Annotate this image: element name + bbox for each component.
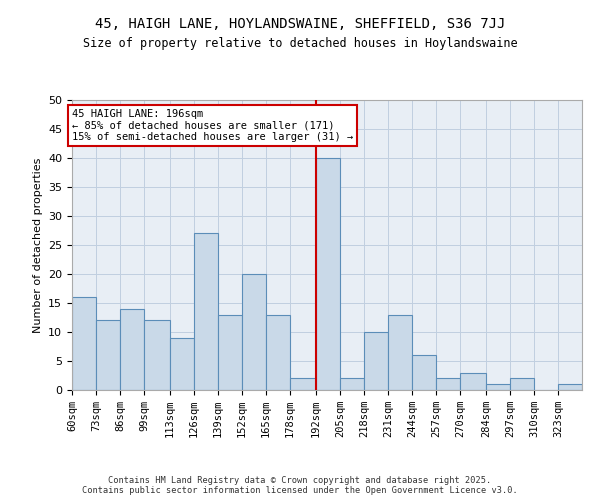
Y-axis label: Number of detached properties: Number of detached properties xyxy=(32,158,43,332)
Bar xyxy=(194,234,218,390)
Text: Contains HM Land Registry data © Crown copyright and database right 2025.
Contai: Contains HM Land Registry data © Crown c… xyxy=(82,476,518,495)
Bar xyxy=(340,378,364,390)
Text: 45 HAIGH LANE: 196sqm
← 85% of detached houses are smaller (171)
15% of semi-det: 45 HAIGH LANE: 196sqm ← 85% of detached … xyxy=(72,108,353,142)
Bar xyxy=(96,320,120,390)
Bar xyxy=(436,378,460,390)
Bar xyxy=(388,314,412,390)
Bar xyxy=(290,378,316,390)
Bar xyxy=(510,378,534,390)
Bar xyxy=(120,309,144,390)
Bar xyxy=(266,314,290,390)
Bar xyxy=(558,384,582,390)
Bar xyxy=(170,338,194,390)
Text: 45, HAIGH LANE, HOYLANDSWAINE, SHEFFIELD, S36 7JJ: 45, HAIGH LANE, HOYLANDSWAINE, SHEFFIELD… xyxy=(95,18,505,32)
Bar xyxy=(72,297,96,390)
Bar xyxy=(316,158,340,390)
Bar xyxy=(486,384,510,390)
Bar xyxy=(460,372,486,390)
Bar xyxy=(218,314,242,390)
Bar xyxy=(144,320,170,390)
Text: Size of property relative to detached houses in Hoylandswaine: Size of property relative to detached ho… xyxy=(83,38,517,51)
Bar xyxy=(364,332,388,390)
Bar xyxy=(412,355,436,390)
Bar xyxy=(242,274,266,390)
